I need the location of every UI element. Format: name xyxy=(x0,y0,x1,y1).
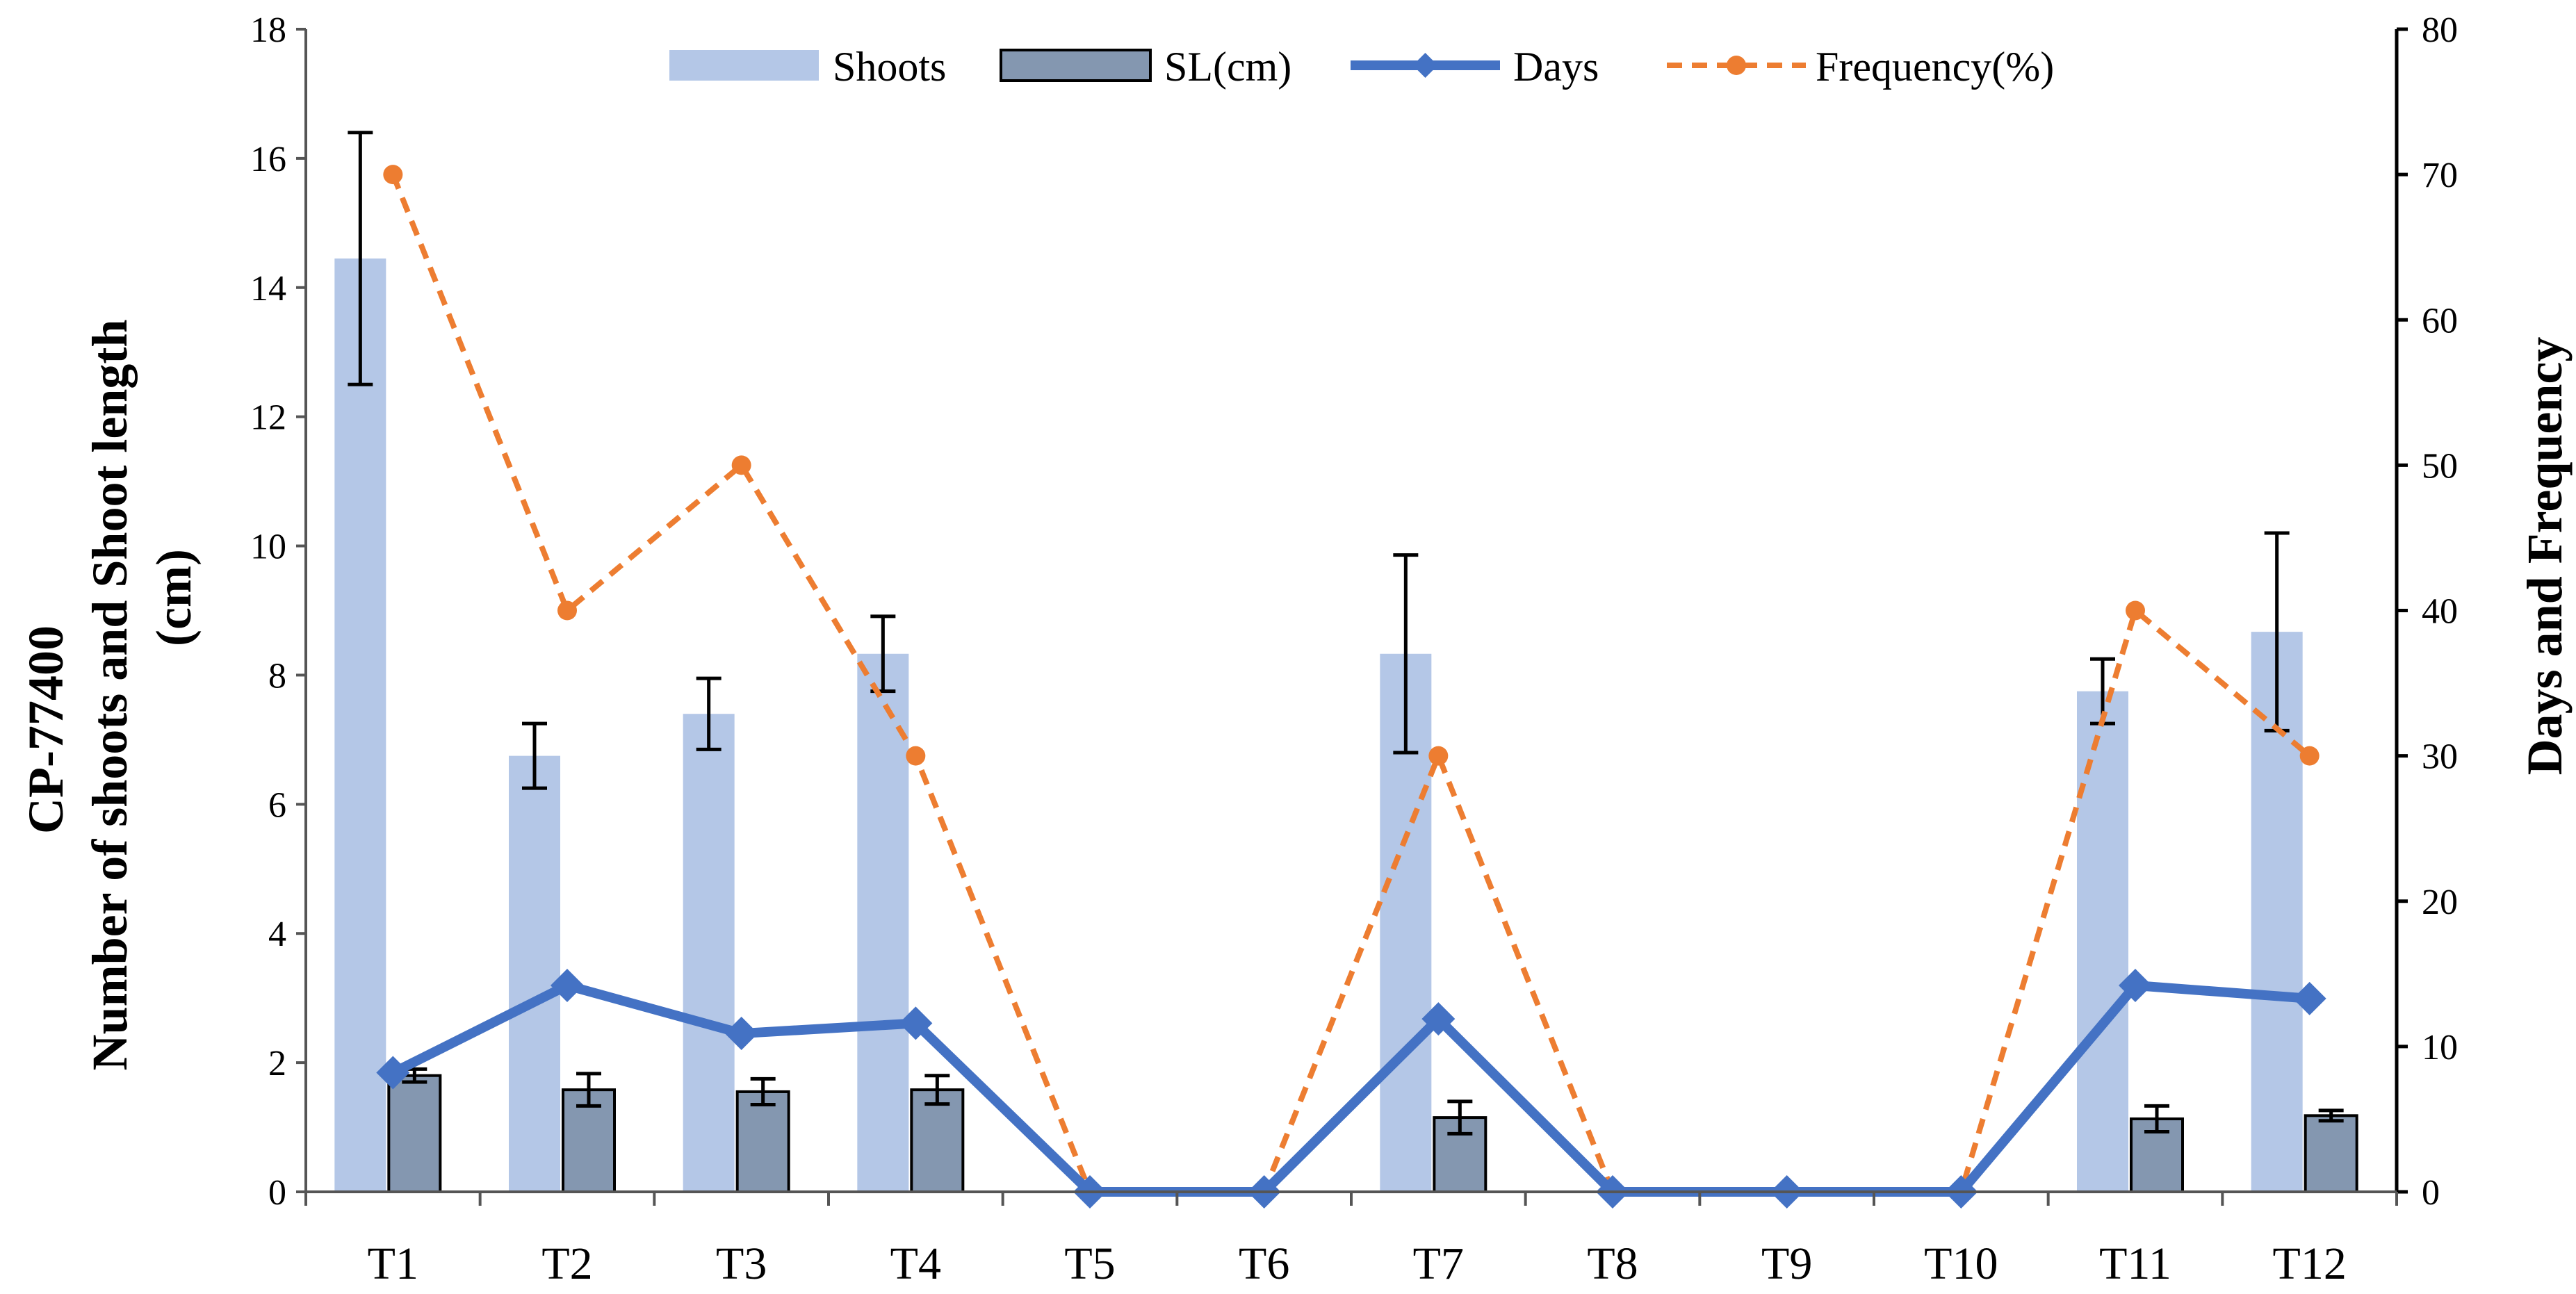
error-bar-sl-T2 xyxy=(576,1072,601,1108)
bar-sl-T1 xyxy=(387,1074,442,1193)
x-label-T1: T1 xyxy=(368,1238,418,1289)
x-label-T10: T10 xyxy=(1924,1238,1998,1289)
legend-marker-days xyxy=(1412,53,1438,78)
point-days-T1 xyxy=(376,1056,410,1090)
legend-label-frequency: Frequency(%) xyxy=(1816,44,2054,90)
point-frequency-T3 xyxy=(731,455,751,475)
left-axis-title-line3: (cm) xyxy=(146,549,202,646)
error-bar-sl-T11 xyxy=(2144,1104,2169,1134)
bar-shoots-T4 xyxy=(857,653,909,1192)
legend: Shoots SL(cm) Days Frequency(%) xyxy=(669,44,2054,90)
left-tick-label: 14 xyxy=(250,269,286,309)
error-bar-sl-T12 xyxy=(2318,1108,2344,1123)
bar-shoots-T11 xyxy=(2077,691,2128,1192)
point-frequency-T1 xyxy=(383,165,403,185)
right-tick-label: 0 xyxy=(2422,1173,2440,1213)
bar-series xyxy=(334,258,2358,1194)
left-tick-label: 4 xyxy=(268,915,286,954)
x-label-T4: T4 xyxy=(890,1238,941,1289)
error-bar-sl-T4 xyxy=(924,1074,950,1106)
legend-swatch-sl xyxy=(1000,49,1152,82)
point-days-T11 xyxy=(2119,969,2152,1003)
error-bar-shoots-T3 xyxy=(696,676,722,751)
point-days-T4 xyxy=(899,1006,933,1040)
point-days-T12 xyxy=(2292,981,2326,1015)
legend-label-days: Days xyxy=(1513,44,1599,90)
x-label-T6: T6 xyxy=(1239,1238,1289,1289)
point-frequency-T12 xyxy=(2299,746,2320,766)
left-tick-label: 10 xyxy=(250,527,286,567)
error-bar-shoots-T2 xyxy=(522,721,547,790)
error-bar-sl-T7 xyxy=(1447,1099,1473,1136)
x-label-T8: T8 xyxy=(1587,1238,1638,1289)
legend-swatch-shoots xyxy=(669,50,819,81)
bar-shoots-T2 xyxy=(509,755,560,1192)
right-tick-label: 20 xyxy=(2422,883,2458,922)
left-tick-label: 8 xyxy=(268,656,286,696)
right-axis: 0 10 20 30 40 50 60 70 80 xyxy=(2397,10,2458,1213)
point-frequency-T7 xyxy=(1428,746,1449,766)
left-axis-title-line1: CP-77400 xyxy=(18,625,74,834)
bar-sl-T4 xyxy=(910,1088,965,1194)
error-bar-sl-T3 xyxy=(750,1076,776,1107)
right-tick-label: 70 xyxy=(2422,156,2458,195)
left-tick-label: 2 xyxy=(268,1044,286,1083)
right-tick-label: 80 xyxy=(2422,10,2458,50)
line-days xyxy=(391,981,2310,1197)
error-bars xyxy=(348,131,2344,1136)
point-frequency-T11 xyxy=(2126,600,2145,621)
right-tick-label: 60 xyxy=(2422,301,2458,341)
x-label-T11: T11 xyxy=(2099,1238,2171,1289)
error-bar-shoots-T7 xyxy=(1393,553,1419,755)
bar-shoots-T3 xyxy=(683,714,735,1192)
x-label-T5: T5 xyxy=(1064,1238,1115,1289)
legend-label-sl: SL(cm) xyxy=(1164,44,1291,90)
legend-marker-frequency xyxy=(1727,56,1746,75)
right-tick-label: 50 xyxy=(2422,446,2458,486)
point-days-T2 xyxy=(551,969,584,1003)
error-bar-shoots-T1 xyxy=(348,131,373,386)
point-days-T7 xyxy=(1421,1002,1456,1036)
point-frequency-T4 xyxy=(906,746,926,766)
left-axis-title-line2: Number of shoots and Shoot length xyxy=(82,320,138,1071)
x-label-T2: T2 xyxy=(541,1238,592,1289)
x-label-T9: T9 xyxy=(1761,1238,1812,1289)
line-series xyxy=(376,165,2326,1209)
left-axis: 0 2 4 6 8 10 12 14 16 18 xyxy=(250,10,306,1213)
right-tick-label: 30 xyxy=(2422,737,2458,777)
left-tick-label: 12 xyxy=(250,398,286,438)
point-frequency-T2 xyxy=(557,600,577,621)
bar-shoots-T1 xyxy=(334,258,386,1193)
x-label-T12: T12 xyxy=(2273,1238,2347,1289)
point-days-T3 xyxy=(724,1017,758,1051)
left-tick-label: 0 xyxy=(268,1173,286,1213)
right-tick-label: 10 xyxy=(2422,1028,2458,1067)
x-axis-categories: T1 T2 T3 T4 T5 T6 T7 T8 T9 T10 T11 T12 xyxy=(304,1192,2398,1289)
right-axis-title: Days and Frequency xyxy=(2517,337,2573,776)
bar-sl-T3 xyxy=(735,1090,790,1194)
left-axis-title: CP-77400 xyxy=(18,625,74,834)
left-tick-label: 16 xyxy=(250,140,286,179)
left-tick-label: 18 xyxy=(250,10,286,50)
right-tick-label: 40 xyxy=(2422,592,2458,632)
x-label-T3: T3 xyxy=(716,1238,767,1289)
legend-label-shoots: Shoots xyxy=(833,44,946,90)
left-tick-label: 6 xyxy=(268,785,286,825)
line-frequency xyxy=(390,173,2312,1195)
bar-sl-T12 xyxy=(2304,1114,2358,1194)
x-label-T7: T7 xyxy=(1413,1238,1464,1289)
